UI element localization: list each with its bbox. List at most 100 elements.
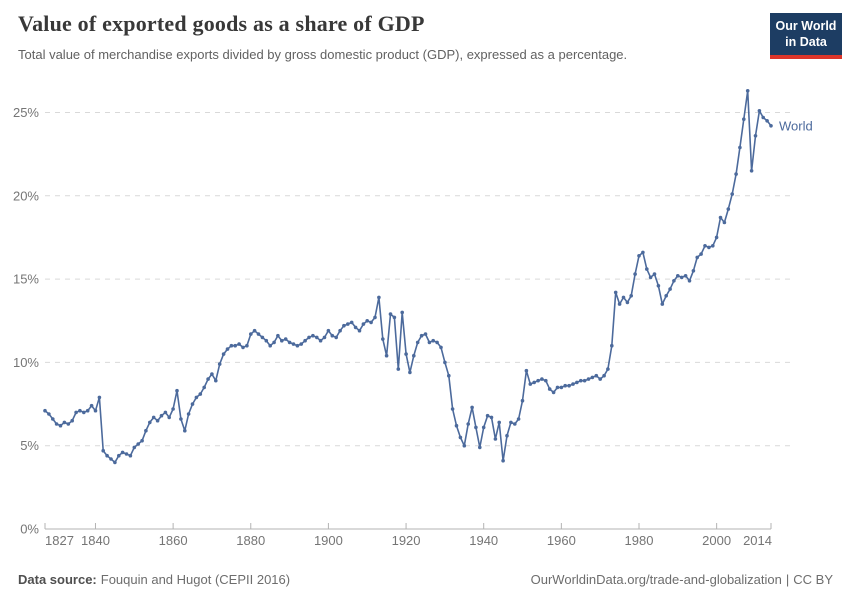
x-tick-label: 1960	[547, 533, 576, 548]
license-link[interactable]: CC BY	[793, 572, 833, 587]
data-point	[602, 373, 606, 378]
data-point	[70, 418, 74, 423]
data-point	[524, 368, 529, 373]
data-point	[753, 134, 758, 138]
data-point	[388, 312, 393, 316]
data-point	[687, 279, 692, 283]
data-point	[377, 295, 381, 300]
data-point	[761, 115, 765, 120]
data-point	[707, 245, 711, 250]
data-point	[66, 422, 71, 426]
data-point	[489, 415, 494, 420]
data-point	[633, 272, 637, 276]
data-point	[594, 373, 599, 378]
data-point	[194, 395, 199, 400]
data-point	[171, 407, 175, 411]
data-point	[58, 423, 63, 428]
data-source-value: Fouquin and Hugot (CEPII 2016)	[100, 572, 291, 587]
data-point	[400, 310, 405, 315]
y-tick-label: 20%	[13, 188, 39, 203]
data-point	[167, 415, 171, 420]
data-point	[466, 422, 471, 426]
owid-logo-line1: Our World	[775, 19, 837, 33]
data-point	[478, 445, 482, 450]
data-point	[155, 418, 160, 423]
data-point	[120, 450, 125, 455]
data-point	[586, 377, 591, 381]
owid-url-link[interactable]: OurWorldinData.org/trade-and-globalizati…	[530, 572, 782, 587]
data-point	[144, 428, 148, 433]
data-point	[349, 320, 354, 325]
world-series-label[interactable]: World	[779, 118, 813, 133]
data-point	[51, 417, 55, 421]
data-point	[617, 302, 622, 306]
data-point	[109, 457, 113, 461]
data-source-note: Data source: Fouquin and Hugot (CEPII 201…	[18, 572, 290, 587]
data-point	[447, 373, 451, 378]
data-point	[229, 343, 234, 348]
data-point	[730, 192, 734, 196]
data-point	[528, 382, 533, 386]
data-point	[648, 275, 653, 280]
data-point	[668, 287, 672, 291]
data-point	[520, 398, 525, 403]
data-point	[505, 433, 509, 438]
data-point	[738, 145, 742, 150]
data-point	[330, 333, 335, 338]
data-point	[159, 413, 164, 418]
data-point	[241, 345, 245, 350]
data-point	[450, 407, 455, 411]
data-point	[726, 207, 731, 211]
data-point	[311, 333, 315, 338]
data-point	[295, 343, 300, 348]
data-point	[315, 335, 319, 340]
data-point	[140, 438, 144, 443]
footer-links: OurWorldinData.org/trade-and-globalizati…	[531, 572, 833, 587]
x-tick-label: 1860	[159, 533, 188, 548]
x-tick-label: 1840	[81, 533, 110, 548]
data-point	[679, 275, 684, 280]
data-point	[652, 272, 657, 276]
x-tick-label: 1940	[469, 533, 498, 548]
data-point	[769, 124, 773, 128]
data-point	[757, 109, 762, 113]
data-point	[272, 340, 276, 345]
owid-logo[interactable]: Our World in Data	[770, 13, 842, 59]
data-point	[439, 345, 443, 350]
data-point	[536, 378, 540, 383]
data-point	[260, 335, 265, 340]
data-point	[303, 338, 307, 343]
data-point	[163, 410, 168, 415]
data-point	[322, 335, 327, 340]
data-point	[610, 343, 614, 348]
data-point	[718, 215, 723, 220]
data-point	[299, 342, 304, 346]
data-point	[338, 328, 342, 333]
data-point	[412, 353, 416, 358]
data-point	[606, 367, 610, 371]
data-point	[225, 347, 230, 351]
data-point	[353, 325, 358, 330]
data-point	[579, 378, 583, 383]
data-point	[128, 453, 133, 458]
data-point	[346, 322, 350, 326]
data-point	[443, 360, 447, 365]
data-point	[676, 274, 680, 278]
world-series-line[interactable]	[44, 90, 772, 464]
data-point	[186, 412, 191, 416]
data-point	[470, 405, 474, 410]
data-point	[711, 244, 715, 248]
data-point	[117, 453, 121, 458]
data-point	[516, 417, 521, 421]
data-point	[132, 445, 137, 450]
data-point	[462, 443, 467, 448]
data-point	[307, 335, 311, 340]
y-tick-label: 0%	[20, 522, 39, 537]
data-point	[78, 408, 82, 413]
data-point	[672, 279, 676, 283]
data-point	[206, 377, 210, 381]
data-point	[318, 338, 323, 343]
y-tick-label: 5%	[20, 438, 39, 453]
data-point	[415, 340, 420, 345]
